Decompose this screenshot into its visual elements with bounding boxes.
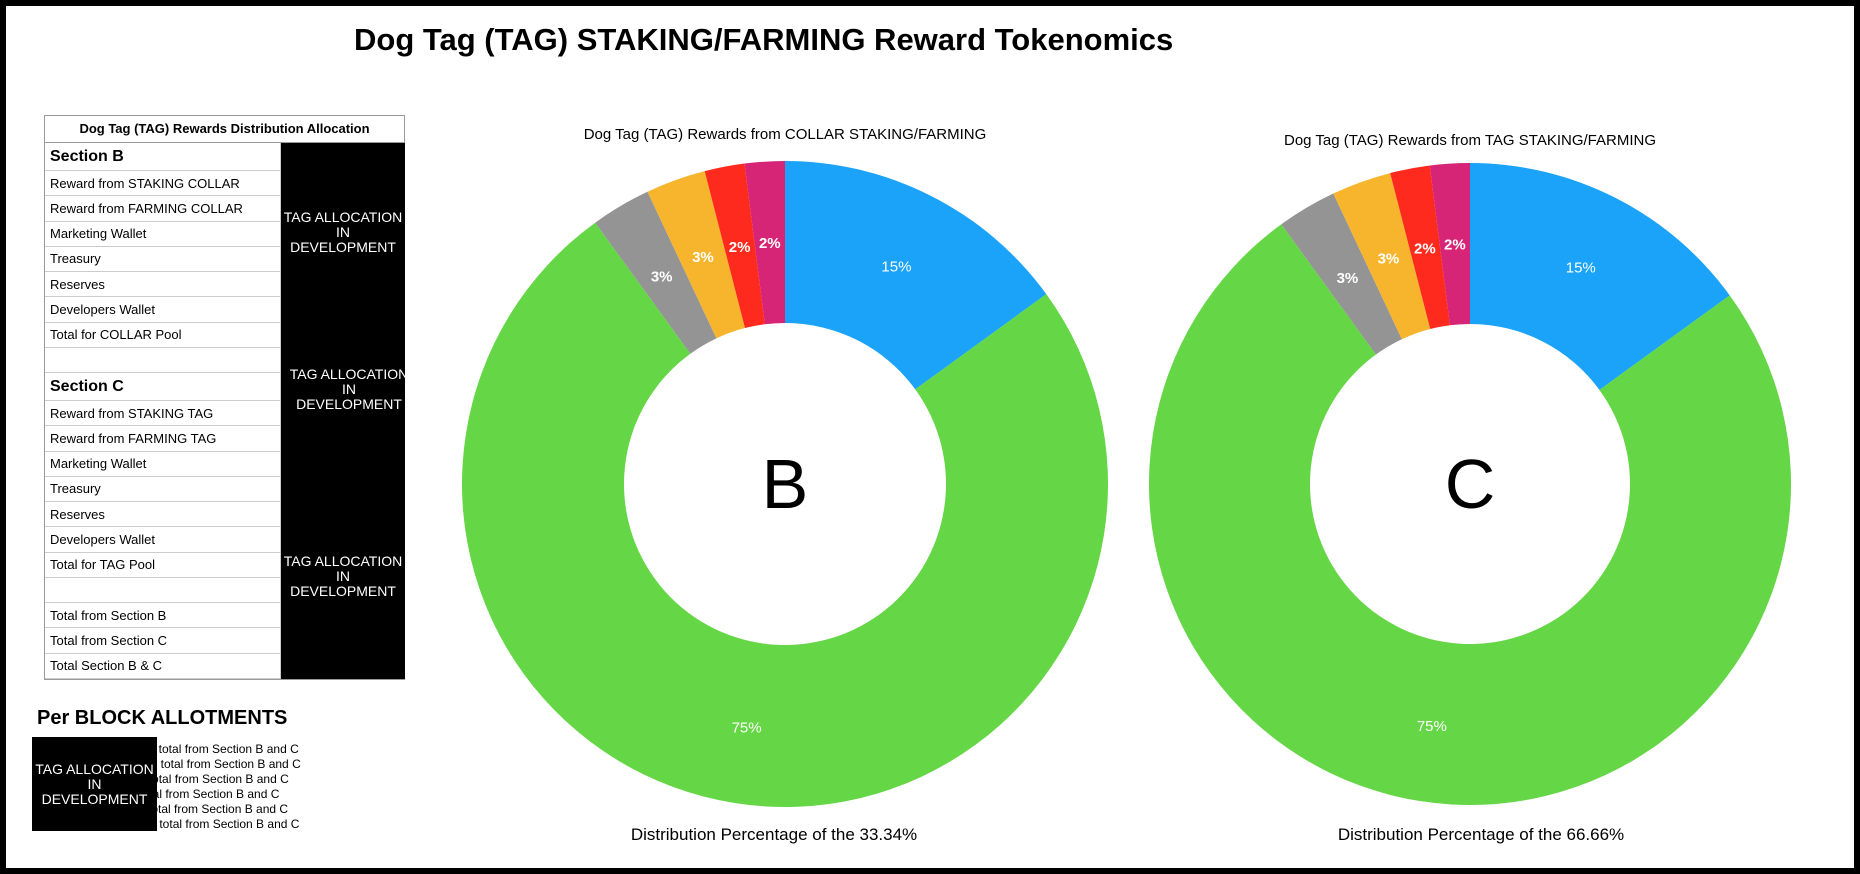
chart-c-slice bbox=[1149, 224, 1791, 805]
chart-c-slice bbox=[1390, 165, 1450, 330]
chart-c-slice-label: 3% bbox=[1337, 270, 1359, 287]
blank-row bbox=[45, 577, 281, 603]
chart-b-slice-label: 15% bbox=[881, 258, 911, 275]
table-row: Total for TAG Pool bbox=[45, 552, 281, 578]
table-row: Developers Wallet bbox=[45, 527, 281, 553]
development-label: TAG ALLOCATION IN DEVELOPMENT bbox=[283, 209, 403, 255]
page-title: Dog Tag (TAG) STAKING/FARMING Reward Tok… bbox=[354, 22, 1174, 57]
section-heading: Section C bbox=[45, 373, 281, 401]
chart-b-slice bbox=[647, 171, 745, 339]
per-block-list: KING total from Section B and C MING tota… bbox=[126, 742, 301, 832]
per-block-development-label: TAG ALLOCATION IN DEVELOPMENT bbox=[32, 737, 157, 831]
chart-b-slice-label: 2% bbox=[729, 239, 751, 256]
chart-b-slice bbox=[704, 163, 765, 329]
table-row: Developers Wallet bbox=[45, 297, 281, 323]
per-block-item: MING total from Section B and C bbox=[126, 757, 301, 771]
chart-b-slice bbox=[785, 161, 1047, 390]
table-row: Reward from FARMING COLLAR bbox=[45, 196, 281, 222]
per-block-title: Per BLOCK ALLOTMENTS bbox=[37, 707, 288, 729]
per-block-item: KING total from Section B and C bbox=[126, 742, 299, 756]
chart-b-slice-label: 3% bbox=[651, 268, 673, 285]
allocation-table-header: Dog Tag (TAG) Rewards Distribution Alloc… bbox=[45, 116, 404, 143]
section-heading: Section B bbox=[45, 143, 281, 171]
table-row: Reserves bbox=[45, 502, 281, 528]
table-row: Treasury bbox=[45, 246, 281, 272]
chart-c-slice bbox=[1429, 163, 1470, 326]
table-row: Reward from STAKING TAG bbox=[45, 401, 281, 427]
blank-row bbox=[45, 347, 281, 373]
development-label: TAG ALLOCATION IN DEVELOPMENT bbox=[289, 366, 409, 412]
chart-b-slice-label: 75% bbox=[732, 719, 762, 736]
table-row: Total for COLLAR Pool bbox=[45, 322, 281, 348]
chart-b-slice bbox=[744, 161, 785, 325]
chart-b-slice-label: 2% bbox=[759, 235, 781, 252]
chart-c-slice-label: 2% bbox=[1444, 237, 1466, 254]
table-row: Reward from STAKING COLLAR bbox=[45, 171, 281, 197]
per-block-item: ry total from Section B and C bbox=[126, 787, 280, 801]
table-row: Marketing Wallet bbox=[45, 451, 281, 477]
chart-b-title: Dog Tag (TAG) Rewards from COLLAR STAKIN… bbox=[583, 126, 987, 143]
allocation-table-rows: Section B Reward from STAKING COLLAR Rewar… bbox=[45, 143, 408, 679]
table-row: Treasury bbox=[45, 476, 281, 502]
development-label: TAG ALLOCATION IN DEVELOPMENT bbox=[283, 553, 403, 599]
chart-c-center-label: C bbox=[1444, 445, 1496, 523]
table-row: Total from Section C bbox=[45, 628, 281, 654]
per-block-item: opers total from Section B and C bbox=[126, 817, 300, 831]
per-block-item: ves total from Section B and C bbox=[126, 802, 289, 816]
chart-b-caption: Distribution Percentage of the 33.34% bbox=[630, 825, 918, 844]
chart-c-slice-label: 15% bbox=[1566, 260, 1596, 277]
chart-b-slice bbox=[595, 191, 717, 354]
chart-b-center-label: B bbox=[761, 445, 809, 523]
chart-b-slice-label: 3% bbox=[692, 249, 714, 266]
chart-c-slice-label: 2% bbox=[1414, 241, 1436, 258]
per-block-item: ting total from Section B and C bbox=[126, 772, 289, 786]
chart-c-caption: Distribution Percentage of the 66.66% bbox=[1337, 825, 1625, 844]
table-row: Total Section B & C bbox=[45, 653, 281, 679]
table-row: Reward from FARMING TAG bbox=[45, 426, 281, 452]
chart-c-slice-label: 75% bbox=[1417, 718, 1447, 735]
chart-c-title: Dog Tag (TAG) Rewards from TAG STAKING/F… bbox=[1283, 132, 1657, 149]
development-column: TAG ALLOCATION IN DEVELOPMENT TAG ALLOCA… bbox=[281, 143, 408, 679]
table-row: Reserves bbox=[45, 272, 281, 298]
chart-c-slice-label: 3% bbox=[1378, 250, 1400, 267]
table-row: Marketing Wallet bbox=[45, 221, 281, 247]
chart-c-slice bbox=[1281, 193, 1402, 355]
chart-c-slice bbox=[1333, 173, 1431, 340]
chart-b-slice bbox=[462, 222, 1108, 808]
allocation-table: Dog Tag (TAG) Rewards Distribution Alloc… bbox=[44, 115, 408, 680]
chart-c-slice bbox=[1470, 163, 1730, 390]
table-row: Total from Section B bbox=[45, 603, 281, 629]
per-block-development-text: TAG ALLOCATION IN DEVELOPMENT bbox=[35, 760, 154, 807]
